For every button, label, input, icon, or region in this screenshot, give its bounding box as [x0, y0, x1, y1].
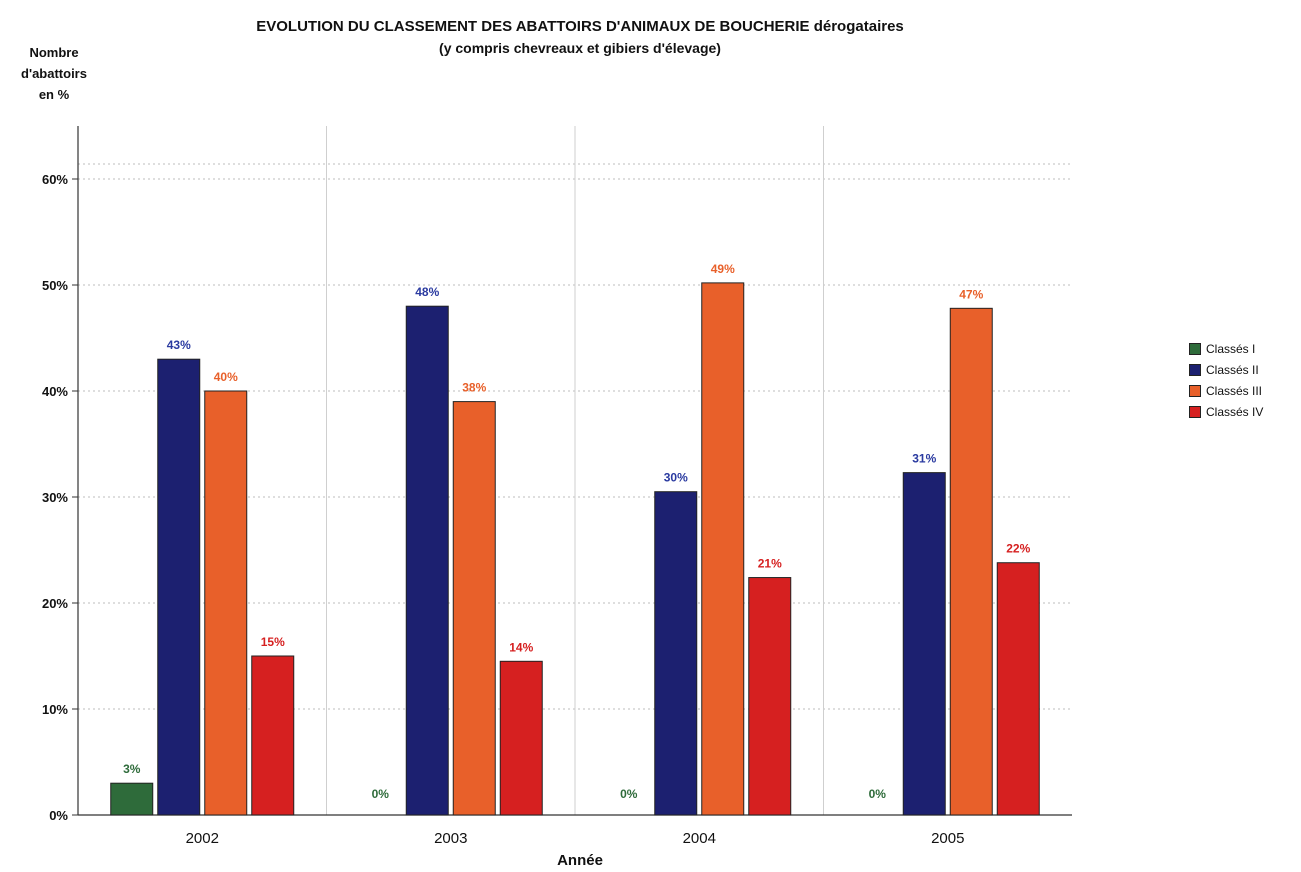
bar — [748, 577, 792, 816]
legend-label: Classés I — [1206, 341, 1256, 356]
legend-item: Classés I — [1189, 338, 1263, 359]
y-tick-label: 40% — [42, 384, 68, 399]
data-label: 31% — [912, 452, 936, 466]
chart-title: EVOLUTION DU CLASSEMENT DES ABATTOIRS D'… — [256, 18, 904, 35]
data-label: 0% — [869, 787, 887, 801]
bar — [204, 390, 248, 816]
y-tick-label: 10% — [42, 702, 68, 717]
chart-subtitle: (y compris chevreaux et gibiers d'élevag… — [439, 40, 721, 56]
legend-item: Classés II — [1189, 359, 1263, 380]
y-tick-label: 60% — [42, 172, 68, 187]
data-label: 49% — [711, 262, 735, 276]
data-label: 14% — [509, 640, 533, 654]
data-label: 0% — [620, 787, 638, 801]
legend: Classés I Classés II Classés III Classés IV — [1189, 338, 1263, 422]
legend-swatch — [1189, 342, 1201, 355]
x-tick-label: 2002 — [186, 830, 219, 847]
bar — [701, 282, 745, 816]
data-label: 38% — [462, 381, 486, 395]
x-tick-label: 2005 — [931, 830, 964, 847]
bar — [654, 491, 698, 816]
legend-label: Classés IV — [1206, 404, 1264, 419]
bar — [499, 660, 543, 816]
legend-swatch — [1189, 405, 1201, 418]
bar — [110, 782, 154, 816]
data-label: 47% — [959, 287, 983, 301]
data-label: 22% — [1006, 542, 1030, 556]
data-label: 21% — [758, 557, 782, 571]
data-label: 0% — [372, 787, 390, 801]
bar — [157, 358, 201, 816]
bar — [902, 472, 946, 816]
y-tick-label: 0% — [49, 808, 68, 823]
bar — [949, 307, 993, 816]
data-label: 3% — [123, 762, 141, 776]
legend-item: Classés IV — [1189, 401, 1263, 422]
data-label: 48% — [415, 285, 439, 299]
x-axis-label: Année — [557, 852, 603, 869]
y-tick-label: 50% — [42, 278, 68, 293]
x-tick-label: 2003 — [434, 830, 467, 847]
legend-swatch — [1189, 363, 1201, 376]
bar — [452, 401, 496, 816]
y-axis-label: Nombre d'abattoirs en % — [21, 45, 87, 102]
data-label: 15% — [261, 635, 285, 649]
data-label: 43% — [167, 338, 191, 352]
bar — [996, 562, 1040, 816]
x-tick-label: 2004 — [683, 830, 716, 847]
y-tick-label: 20% — [42, 596, 68, 611]
legend-label: Classés III — [1206, 383, 1263, 398]
y-tick-label: 30% — [42, 490, 68, 505]
data-label: 40% — [214, 370, 238, 384]
bar — [251, 655, 295, 816]
legend-label: Classés II — [1206, 362, 1259, 377]
legend-item: Classés III — [1189, 380, 1263, 401]
data-label: 30% — [664, 471, 688, 485]
bar — [405, 305, 449, 816]
legend-swatch — [1189, 384, 1201, 397]
